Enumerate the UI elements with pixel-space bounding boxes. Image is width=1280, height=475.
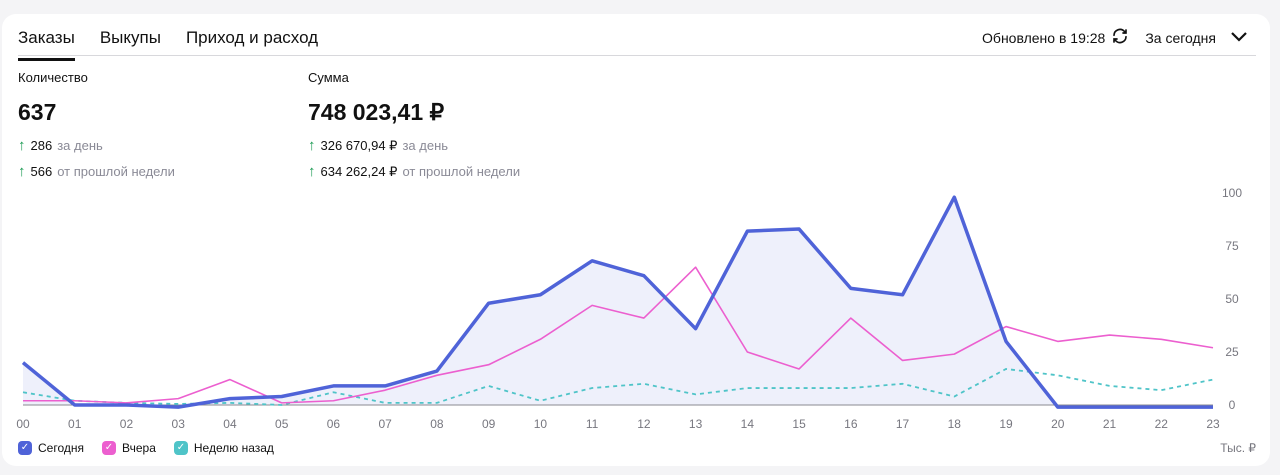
sum-week-value: 634 262,24 ₽ [320, 163, 398, 179]
divider [18, 55, 1256, 56]
updated-time: Обновлено в 19:28 [982, 29, 1106, 46]
tab-income-expense[interactable]: Приход и расход [185, 28, 319, 47]
arrow-up-icon: ↑ [18, 163, 26, 180]
x-tick-label: 09 [482, 417, 496, 431]
chart-legend: ✓ Сегодня ✓ Вчера ✓ Неделю назад [18, 441, 274, 455]
quantity-label: Количество [18, 70, 88, 85]
x-tick-label: 16 [844, 417, 858, 431]
sum-week-label: от прошлой недели [402, 164, 521, 179]
x-tick-label: 04 [223, 417, 237, 431]
quantity-week-label: от прошлой недели [57, 164, 175, 179]
sum-value: 748 023,41 ₽ [308, 99, 445, 125]
arrow-up-icon: ↑ [308, 163, 316, 180]
x-tick-label: 08 [430, 417, 444, 431]
x-tick-label: 18 [948, 417, 962, 431]
series-line-1 [23, 266, 1214, 404]
checkbox-checked-icon[interactable]: ✓ [18, 441, 32, 455]
x-tick-label: 14 [741, 417, 755, 431]
header-controls: Обновлено в 19:28 За сегодня [982, 27, 1248, 48]
x-tick-label: 00 [16, 417, 30, 431]
quantity-day-value: 286 [30, 138, 53, 153]
chevron-down-icon[interactable] [1230, 30, 1248, 46]
legend-item-week-ago[interactable]: ✓ Неделю назад [173, 441, 274, 455]
x-tick-label: 12 [637, 417, 651, 431]
x-tick-label: 03 [172, 417, 186, 431]
y-tick-label: 75 [1225, 239, 1239, 253]
quantity-week-value: 566 [30, 164, 53, 179]
y-tick-label: 0 [1229, 398, 1236, 412]
x-tick-label: 13 [689, 417, 703, 431]
quantity-value: 637 [18, 99, 57, 125]
period-select[interactable]: За сегодня [1145, 29, 1216, 46]
x-tick-label: 01 [68, 417, 82, 431]
legend-label: Неделю назад [193, 441, 274, 455]
sum-metric: Сумма 748 023,41 ₽ ↑ 326 670,94 ₽ за день … [308, 70, 520, 180]
legend-label: Сегодня [38, 441, 84, 455]
quantity-metric: Количество 637 ↑ 286 за день ↑ 566 от прошло… [18, 70, 175, 180]
area-fill [23, 197, 1213, 408]
x-tick-label: 05 [275, 417, 289, 431]
checkbox-checked-icon[interactable]: ✓ [102, 441, 116, 455]
refresh-icon[interactable] [1111, 27, 1129, 48]
arrow-up-icon: ↑ [18, 137, 26, 154]
tabs: Заказы Выкупы Приход и расход [18, 24, 318, 61]
sum-day-value: 326 670,94 ₽ [320, 137, 398, 153]
x-tick-label: 07 [378, 417, 392, 431]
legend-item-today[interactable]: ✓ Сегодня [18, 441, 84, 455]
x-tick-label: 21 [1103, 417, 1117, 431]
y-unit-label: Тыс. ₽ [1220, 441, 1256, 455]
sum-label: Сумма [308, 70, 349, 85]
x-tick-label: 23 [1206, 417, 1220, 431]
x-tick-label: 20 [1051, 417, 1065, 431]
arrow-up-icon: ↑ [308, 137, 316, 154]
x-tick-label: 10 [534, 417, 548, 431]
y-tick-label: 25 [1225, 345, 1239, 359]
quantity-day-label: за день [57, 138, 103, 153]
x-tick-label: 11 [586, 417, 599, 431]
x-tick-label: 02 [120, 417, 134, 431]
x-tick-label: 06 [327, 417, 341, 431]
sum-day-label: за день [402, 138, 449, 153]
legend-item-yesterday[interactable]: ✓ Вчера [102, 441, 156, 455]
x-tick-label: 19 [999, 417, 1013, 431]
checkbox-checked-icon[interactable]: ✓ [173, 441, 188, 455]
legend-label: Вчера [122, 441, 156, 455]
series-line-0 [21, 195, 1213, 409]
y-tick-label: 100 [1222, 186, 1242, 200]
x-tick-label: 22 [1155, 417, 1169, 431]
tab-buyouts[interactable]: Выкупы [99, 28, 161, 47]
tab-orders[interactable]: Заказы [18, 24, 75, 61]
series-line-2 [22, 368, 1214, 406]
x-tick-label: 15 [792, 417, 806, 431]
y-tick-label: 50 [1225, 292, 1239, 306]
x-tick-label: 17 [896, 417, 910, 431]
